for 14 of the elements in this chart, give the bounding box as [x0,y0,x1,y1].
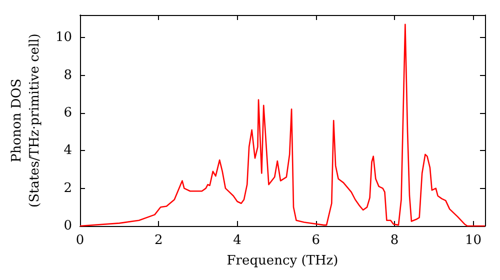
y-axis-title: Phonon DOS (States/THz·primitive cell) [10,33,42,208]
y-tick-label: 2 [64,180,72,196]
x-tick-label: 0 [76,233,84,248]
y-tick-label: 0 [64,218,72,234]
x-tick-label: 2 [154,233,163,248]
x-tick-label: 10 [464,233,482,248]
y-tick-label: 8 [64,68,72,83]
x-tick-label: 8 [390,233,399,248]
y-tick-label: 6 [64,105,72,120]
x-axis-title: Frequency (THz) [226,254,338,268]
x-tick-label: 6 [312,233,320,248]
y-tick-label: 4 [64,143,72,158]
x-tick-label: 4 [233,233,242,248]
y-tick-label: 10 [55,30,72,46]
